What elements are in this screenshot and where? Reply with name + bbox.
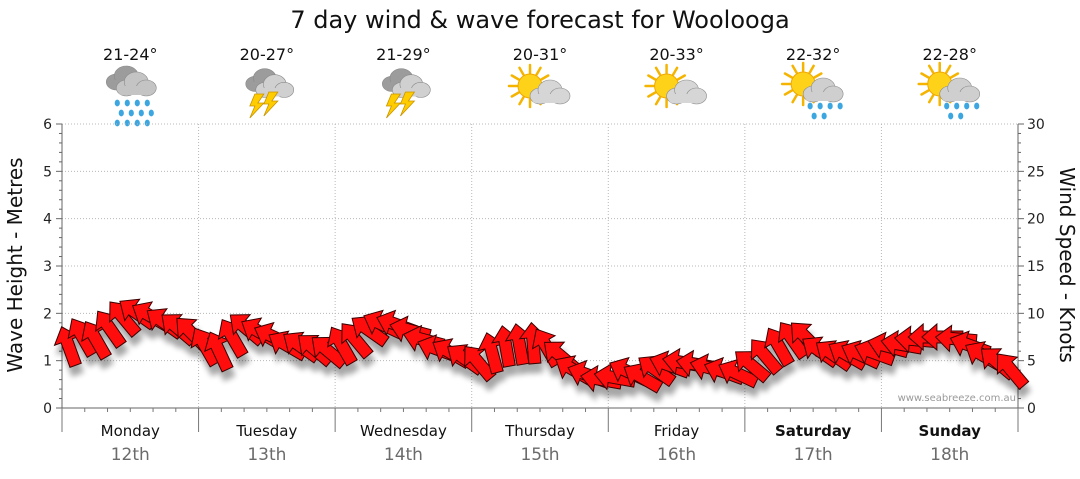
day-name-label: Friday <box>654 422 700 440</box>
y-axis-left-tick-label: 3 <box>43 259 52 275</box>
day-name-label: Thursday <box>504 422 575 440</box>
y-axis-right-tick-label: 15 <box>1027 259 1045 275</box>
y-axis-right-tick-label: 0 <box>1027 401 1036 417</box>
day-temperature-label: 21-29° <box>376 45 431 64</box>
partly-sunny-icon <box>507 63 571 109</box>
wind-arrow-mark <box>341 323 374 360</box>
day-temperature-label: 22-28° <box>922 45 977 64</box>
day-temperature-label: 20-33° <box>649 45 704 64</box>
day-temperature-label: 20-27° <box>240 45 295 64</box>
y-axis-left-tick-label: 6 <box>43 117 52 133</box>
wind-arrow-mark <box>735 351 772 384</box>
day-name-label: Tuesday <box>235 422 297 440</box>
day-date-label: 13th <box>247 445 286 465</box>
day-name-label: Wednesday <box>360 422 447 440</box>
wind-arrow-mark <box>764 327 795 368</box>
wind-arrow-mark <box>95 310 127 350</box>
y-axis-right-tick-label: 5 <box>1027 354 1036 370</box>
day-name-label: Saturday <box>775 422 852 440</box>
chart-axes: 0 1 2 3 4 5 6 0 5 10 15 20 25 30 <box>43 117 1045 432</box>
day-date-label: 16th <box>657 445 696 465</box>
day-date-label: 17th <box>794 445 833 465</box>
day-name-label: Monday <box>101 422 160 440</box>
x-axis-day-labels: Monday 12th Tuesday 13th Wednesday 14th Thursd… <box>101 422 981 465</box>
day-date-label: 12th <box>111 445 150 465</box>
wind-arrow-mark <box>750 339 784 376</box>
wind-arrow-mark <box>81 320 112 361</box>
chart-title: 7 day wind & wave forecast for Woolooga <box>290 6 789 34</box>
day-date-label: 14th <box>384 445 423 465</box>
thunderstorm-icon <box>382 68 431 119</box>
wind-arrow-mark <box>327 326 358 367</box>
day-temperature-label: 21-24° <box>103 45 158 64</box>
y-axis-left-label: Wave Height - Metres <box>3 157 27 372</box>
wind-series <box>53 298 1030 394</box>
partly-sunny-icon <box>644 63 707 109</box>
thunderstorm-icon <box>245 68 295 119</box>
y-axis-left-tick-label: 2 <box>43 306 52 322</box>
y-axis-right-label: Wind Speed - Knots <box>1055 167 1079 363</box>
day-date-label: 15th <box>520 445 559 465</box>
y-axis-left-tick-label: 0 <box>43 401 52 417</box>
y-axis-right-tick-label: 25 <box>1027 164 1045 180</box>
sun-showers-icon <box>780 61 844 120</box>
sun-showers-icon <box>917 61 981 120</box>
day-name-label: Sunday <box>919 422 982 440</box>
weather-forecast-row: 21-24° 20-27° 21-29° 20-31° 20-33° 22-32° 22-2… <box>103 45 981 127</box>
watermark: www.seabreeze.com.au <box>898 393 1016 404</box>
y-axis-left-tick-label: 1 <box>43 354 52 370</box>
y-axis-left-tick-label: 4 <box>43 212 52 228</box>
rain-cloud-icon <box>105 65 157 127</box>
y-axis-left-tick-label: 5 <box>43 164 52 180</box>
y-axis-right-tick-label: 20 <box>1027 212 1045 228</box>
day-temperature-label: 22-32° <box>786 45 841 64</box>
wind-arrow-mark <box>996 353 1030 390</box>
y-axis-right-tick-label: 30 <box>1027 117 1045 133</box>
day-temperature-label: 20-31° <box>513 45 568 64</box>
day-date-label: 18th <box>930 445 969 465</box>
y-axis-right-tick-label: 10 <box>1027 306 1045 322</box>
